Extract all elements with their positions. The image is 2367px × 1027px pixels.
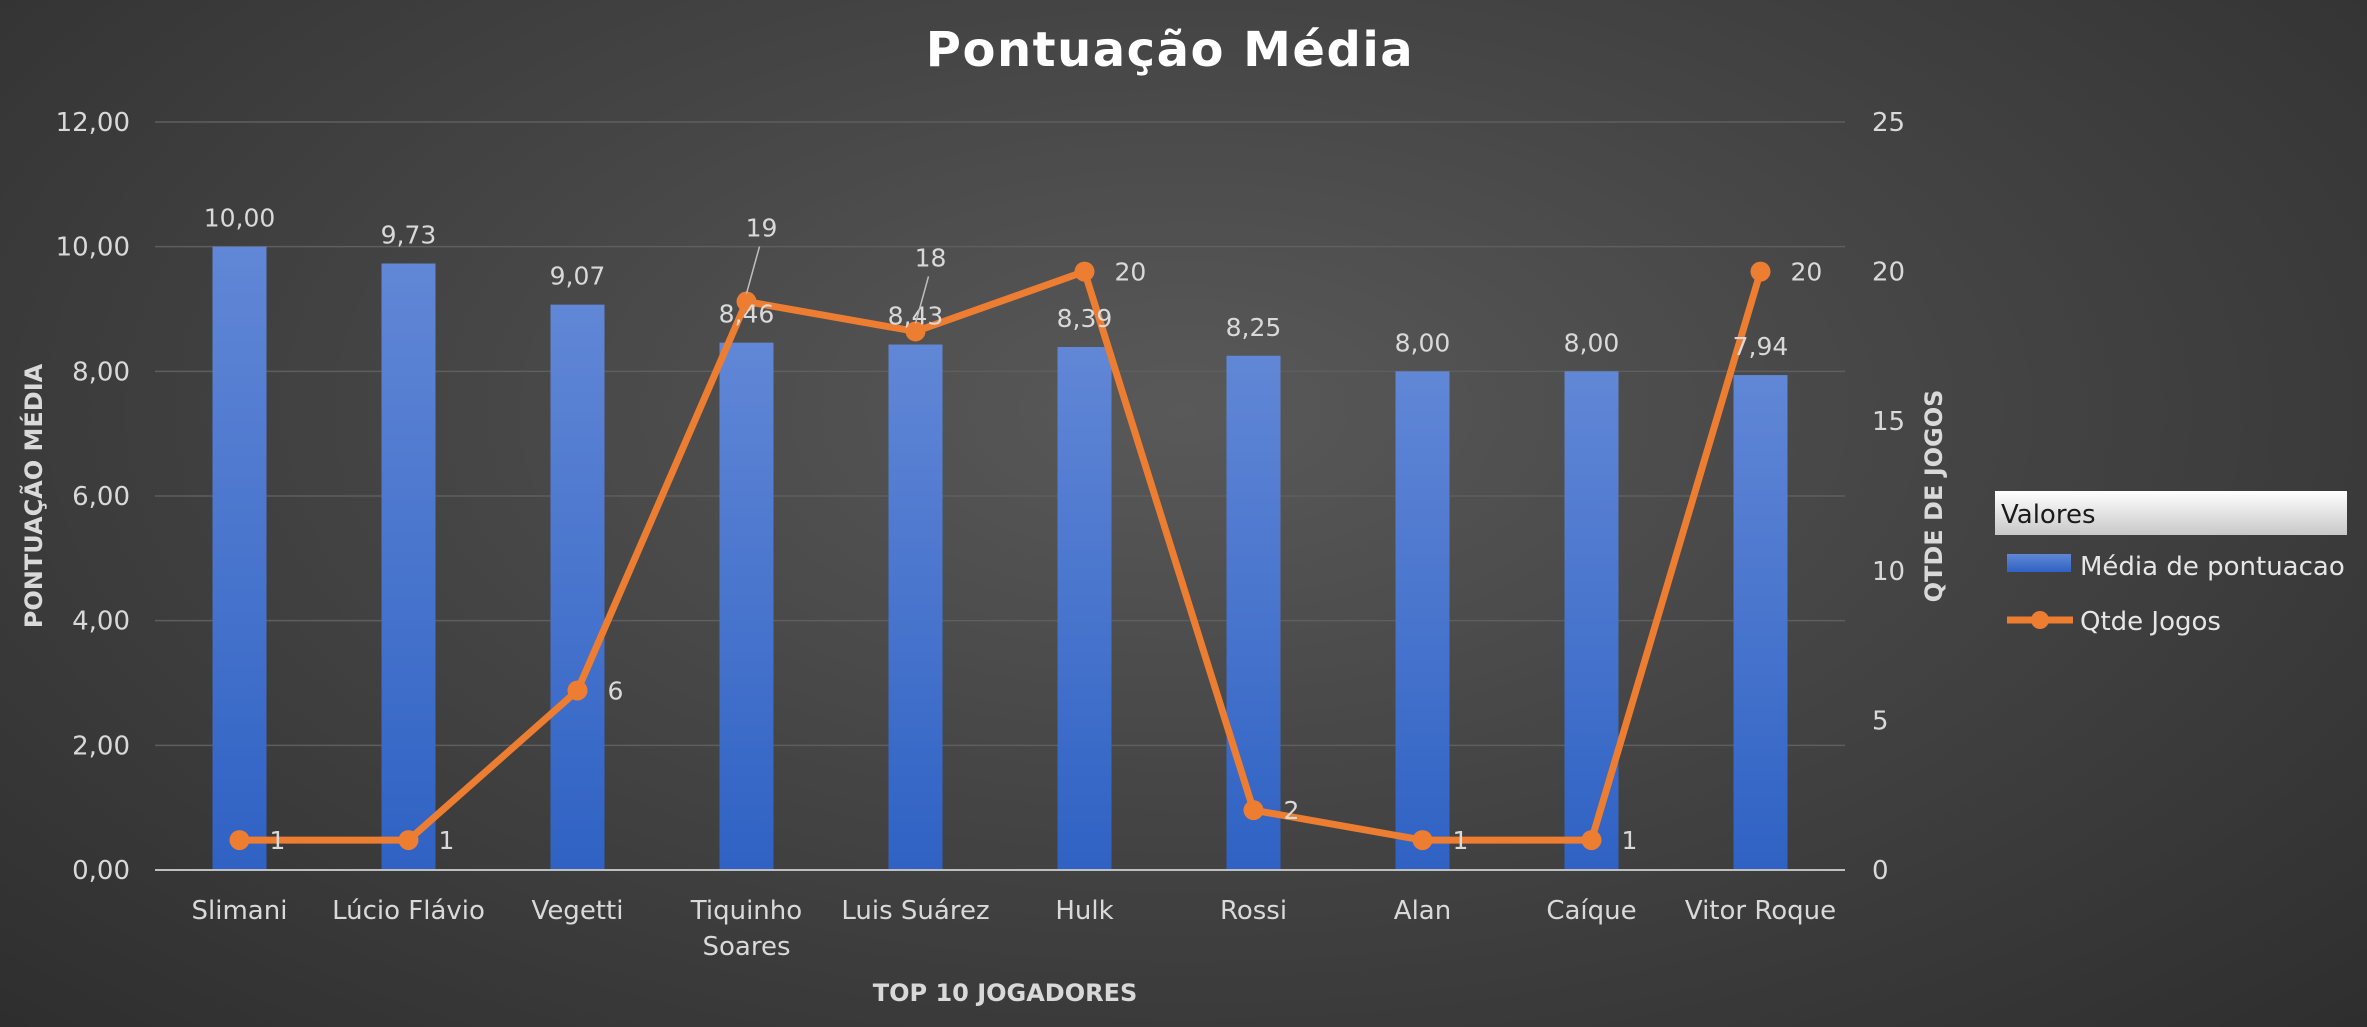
line-path — [236, 268, 1764, 844]
line-value-label: 1 — [1453, 826, 1469, 855]
line-value-label: 18 — [915, 243, 947, 272]
y-tick-label: 4,00 — [72, 607, 130, 637]
y2-tick-label: 5 — [1872, 706, 1889, 736]
y-tick-label: 8,00 — [72, 357, 130, 387]
x-tick-label: Lúcio Flávio — [332, 896, 485, 926]
y2-tick-label: 0 — [1872, 856, 1889, 886]
line-value-label: 19 — [746, 214, 778, 243]
y-tick-label: 10,00 — [56, 233, 130, 263]
bar-value-label: 8,00 — [1395, 328, 1451, 357]
data-labels: 10,00 9,73 9,07 8,46 8,43 8,39 8,25 8,00 8,00 7,9… — [204, 204, 1823, 855]
x-tick-label: Alan — [1394, 896, 1451, 926]
line-marker — [398, 830, 419, 851]
y-tick-label: 12,00 — [56, 108, 130, 138]
y2-tick-label: 25 — [1872, 108, 1905, 138]
y2-tick-label: 10 — [1872, 557, 1905, 587]
bar-value-label: 8,39 — [1057, 304, 1113, 333]
x-tick-label: Luis Suárez — [841, 896, 989, 926]
axes: 0,00 2,00 4,00 6,00 8,00 10,00 12,00 0 5 10 15 20 25… — [56, 108, 1906, 962]
x-tick-label: Tiquinho — [690, 896, 802, 926]
bar-series — [212, 246, 1788, 871]
legend: Valores Média de pontuacao Qtde Jogos — [1995, 491, 2347, 637]
legend-label-line: Qtde Jogos — [2080, 607, 2221, 637]
line-marker — [905, 321, 926, 342]
line-value-label: 6 — [608, 676, 624, 705]
chart-title: Pontuação Média — [926, 22, 1414, 78]
legend-label-bar: Média de pontuacao — [2080, 552, 2345, 582]
line-marker — [736, 291, 757, 312]
line-marker — [229, 830, 250, 851]
x-tick-label: Rossi — [1220, 896, 1287, 926]
legend-title-box — [1995, 491, 2347, 535]
bar — [1733, 375, 1788, 870]
gridlines — [155, 121, 1845, 747]
bar — [1057, 347, 1112, 871]
y-tick-label: 6,00 — [72, 482, 130, 512]
line-marker — [567, 680, 588, 701]
bar — [1564, 371, 1619, 870]
line-value-label: 1 — [439, 826, 455, 855]
y-axis-title: PONTUAÇÃO MÉDIA — [19, 363, 48, 628]
line-series — [229, 261, 1771, 851]
y2-axis-title: QTDE DE JOGOS — [1920, 390, 1948, 603]
bar — [1395, 371, 1450, 870]
leader-line — [914, 276, 930, 324]
bar-value-label: 10,00 — [204, 204, 276, 233]
legend-swatch-marker — [2031, 611, 2049, 629]
bar-value-label: 9,73 — [381, 220, 437, 249]
y2-tick-label: 15 — [1872, 407, 1905, 437]
line-value-label: 20 — [1115, 258, 1147, 287]
x-tick-label: Soares — [702, 932, 790, 962]
bar-value-label: 8,43 — [888, 302, 944, 331]
line-value-label: 2 — [1284, 796, 1300, 825]
bar-value-label: 8,46 — [719, 300, 775, 329]
line-marker — [1750, 261, 1771, 282]
bar-value-label: 9,07 — [550, 262, 606, 291]
bar-value-label: 8,00 — [1564, 328, 1620, 357]
line-marker — [1074, 261, 1095, 282]
bar — [550, 304, 605, 870]
y-tick-label: 2,00 — [72, 731, 130, 761]
x-tick-label: Hulk — [1055, 896, 1113, 926]
bar — [1226, 355, 1281, 870]
x-tick-label: Slimani — [192, 896, 288, 926]
line-marker — [1581, 830, 1602, 851]
bar — [719, 342, 774, 870]
line-marker — [1412, 830, 1433, 851]
x-tick-label: Caíque — [1546, 896, 1636, 926]
bar-value-label: 8,25 — [1226, 313, 1282, 342]
x-tick-label: Vitor Roque — [1685, 896, 1836, 926]
line-value-label: 20 — [1791, 258, 1823, 287]
line-value-label: 1 — [270, 826, 286, 855]
legend-title: Valores — [2001, 500, 2096, 530]
x-axis-title: TOP 10 JOGADORES — [873, 979, 1138, 1007]
bar — [381, 263, 436, 870]
line-value-label: 1 — [1622, 826, 1638, 855]
x-tick-label: Vegetti — [532, 896, 624, 926]
y-tick-label: 0,00 — [72, 856, 130, 886]
bar — [212, 246, 267, 870]
bar — [888, 344, 943, 870]
leader-line — [745, 246, 761, 294]
y2-tick-label: 20 — [1872, 258, 1905, 288]
line-marker — [1243, 800, 1264, 821]
legend-swatch-bar — [2007, 554, 2071, 572]
bar-value-label: 7,94 — [1733, 332, 1789, 361]
